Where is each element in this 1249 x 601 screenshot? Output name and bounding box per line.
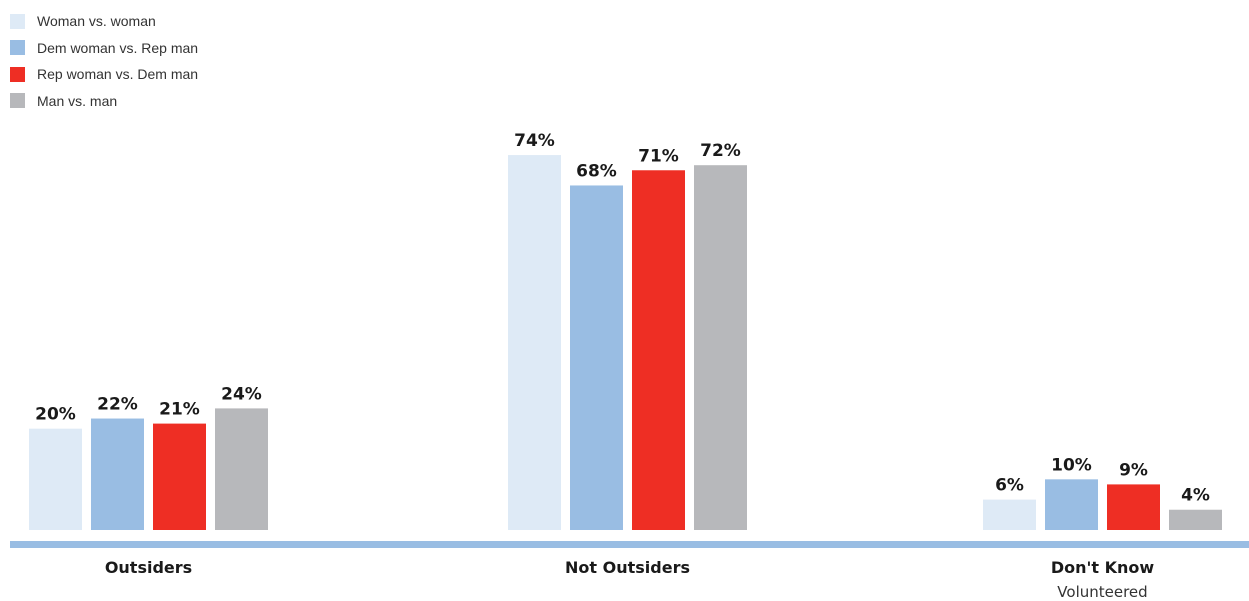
- bar-not-outsiders-rep-woman-vs-dem-man: [632, 170, 685, 530]
- bar-outsiders-woman-vs-woman: [29, 428, 82, 530]
- value-label: 71%: [638, 146, 679, 166]
- value-label: 9%: [1119, 460, 1148, 480]
- value-label: 4%: [1181, 486, 1210, 506]
- bar-outsiders-rep-woman-vs-dem-man: [153, 423, 206, 530]
- category-label-don-t-know: Don't Know: [1051, 558, 1155, 577]
- bar-don-t-know-man-vs-man: [1169, 509, 1222, 530]
- bar-not-outsiders-man-vs-man: [694, 165, 747, 530]
- value-label: 74%: [514, 131, 555, 151]
- bar-don-t-know-rep-woman-vs-dem-man: [1107, 484, 1160, 530]
- value-label: 20%: [35, 405, 76, 425]
- category-label-not-outsiders: Not Outsiders: [565, 558, 690, 577]
- legend-item-man-vs-man: Man vs. man: [10, 88, 198, 115]
- legend-swatch: [10, 40, 25, 56]
- bar-outsiders-man-vs-man: [215, 408, 268, 530]
- chart-legend: Woman vs. woman Dem woman vs. Rep man Rep …: [10, 8, 198, 114]
- category-sublabel-volunteered: Volunteered: [1057, 583, 1147, 601]
- bar-not-outsiders-dem-woman-vs-rep-man: [570, 185, 623, 530]
- bar-don-t-know-dem-woman-vs-rep-man: [1045, 479, 1098, 530]
- bar-outsiders-dem-woman-vs-rep-man: [91, 418, 144, 530]
- bar-don-t-know-woman-vs-woman: [983, 499, 1036, 530]
- legend-label: Man vs. man: [37, 92, 118, 109]
- legend-item-woman-vs-woman: Woman vs. woman: [10, 8, 198, 35]
- legend-label: Woman vs. woman: [37, 13, 156, 30]
- legend-item-dem-woman-vs-rep-man: Dem woman vs. Rep man: [10, 35, 198, 62]
- value-label: 6%: [995, 476, 1024, 496]
- value-label: 22%: [97, 395, 138, 415]
- legend-swatch: [10, 66, 25, 82]
- value-label: 72%: [700, 141, 741, 161]
- legend-swatch: [10, 93, 25, 109]
- bar-not-outsiders-woman-vs-woman: [508, 155, 561, 531]
- legend-label: Dem woman vs. Rep man: [37, 39, 199, 56]
- x-axis-baseline: [10, 541, 1249, 548]
- value-label: 68%: [576, 161, 617, 181]
- value-label: 10%: [1051, 455, 1092, 475]
- legend-swatch: [10, 13, 25, 29]
- legend-label: Rep woman vs. Dem man: [37, 66, 199, 83]
- value-label: 21%: [159, 400, 200, 420]
- legend-item-rep-woman-vs-dem-man: Rep woman vs. Dem man: [10, 61, 198, 88]
- value-label: 24%: [221, 384, 262, 404]
- category-label-outsiders: Outsiders: [105, 558, 192, 577]
